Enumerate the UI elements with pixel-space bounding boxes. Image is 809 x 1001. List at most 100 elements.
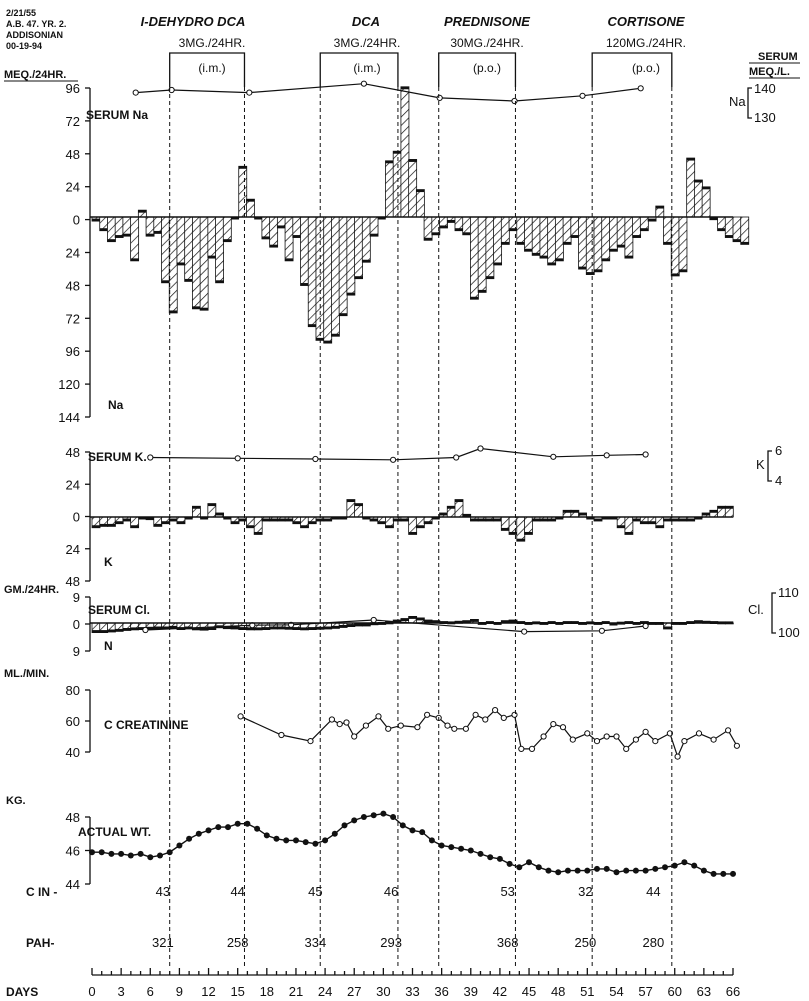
weight-point [564,867,571,874]
weight-label: ACTUAL WT. [78,825,151,839]
na-bar-cap [516,241,525,245]
n-bar-cap [609,623,618,626]
cin-value: 44 [230,884,244,899]
serum-cl-point [642,622,649,630]
n-bar-cap [269,626,278,629]
creatinine-point [681,738,688,745]
creat-y-tick-label: 40 [66,745,80,760]
weight-point [720,870,727,877]
na-bar-cap [115,235,124,238]
meta-line-3: ADDISONIAN [6,30,63,40]
na-bar-cap [192,306,201,309]
wt-y-tick-label: 48 [66,810,80,825]
x-tick-label: 54 [609,984,623,999]
na-bar [609,216,618,252]
x-tick-label: 36 [434,984,448,999]
k-bar-cap [655,525,664,528]
na-bar [423,216,433,241]
serum-na-right-bracket [747,87,752,119]
creatinine-point [674,753,681,760]
weight-point [671,862,678,869]
pah-value: 334 [305,935,327,950]
weight-point [331,830,338,837]
na-bar [732,216,742,243]
k-bar-cap [292,521,301,524]
n-bar-cap [663,626,672,629]
n-bar-cap [200,627,209,631]
na-bar [222,216,232,243]
na-bar [431,216,441,236]
na-bar [670,216,680,277]
pah-value: 280 [643,935,665,950]
pah-value: 321 [152,935,174,950]
na-bar [284,216,294,262]
na-bar-cap [694,179,703,183]
n-bar-cap [130,627,139,630]
treatment-2-route: (i.m.) [353,61,380,75]
n-bar-cap [346,624,355,627]
x-tick-label: 57 [638,984,652,999]
na-bar-cap [663,241,672,245]
n-bar-cap [161,626,170,629]
creatinine-point [444,722,451,729]
n-bar-cap [694,620,703,624]
weight-point [147,854,154,861]
n-bar-cap [207,627,216,630]
serum-cl-label: SERUM Cl. [88,603,150,617]
treatment-3-dose: 30MG./24HR. [450,36,523,50]
na-bar-cap [331,333,340,337]
k-bar-cap [207,503,216,507]
treatment-3-route: (p.o.) [473,61,501,75]
weight-point [428,837,435,844]
na-bar-cap [547,262,556,265]
k-bar [408,516,418,535]
na-bar-cap [138,210,147,213]
k-bar-cap [269,518,278,522]
k-bar-cap [717,506,726,509]
k-bar-cap [285,518,294,522]
na-bar-cap [485,276,494,279]
k-bar-cap [346,499,355,503]
na-bar [346,216,356,296]
serum-k-point [550,453,557,460]
na-panel-label: Na [108,398,124,412]
k-bar-cap [586,517,595,520]
weight-point [234,820,241,827]
n-bar-cap [501,620,510,624]
n-bar-cap [462,620,471,624]
n-panel-label: N [104,639,113,653]
treatment-4-route: (p.o.) [632,61,660,75]
serum-k-right-tick-4: 4 [775,473,782,488]
n-bar-cap [115,628,124,632]
na-bar [585,216,595,275]
n-bar-cap [223,626,232,629]
na-bar [415,189,425,218]
n-bar-cap [285,626,294,630]
serum-k-point [453,454,460,461]
x-tick-label: 24 [318,984,332,999]
k-bar-cap [501,527,510,531]
n-bar-cap [92,630,101,633]
serum-na-point [360,80,367,87]
creatinine-point [603,733,610,740]
k-bar-cap [702,512,711,516]
k-bar-cap [648,521,657,524]
creatinine-point [632,736,640,743]
k-bar-cap [416,525,425,528]
k-bar-cap [130,525,139,528]
na-bar-cap [478,289,487,293]
na-bar-cap [277,225,286,228]
k-bar-cap [176,521,185,524]
x-tick-label: 12 [201,984,215,999]
weight-point [584,867,591,874]
k-bar-cap [331,517,340,520]
pah-value: 293 [380,935,402,950]
na-bar-cap [323,340,332,344]
n-bar-cap [339,625,348,628]
na-bar-cap [370,233,379,237]
k-bar-cap [223,517,232,520]
creatinine-point [492,707,499,714]
creatinine-point [511,711,518,718]
na-bar [485,216,495,280]
na-bar-cap [462,232,471,235]
